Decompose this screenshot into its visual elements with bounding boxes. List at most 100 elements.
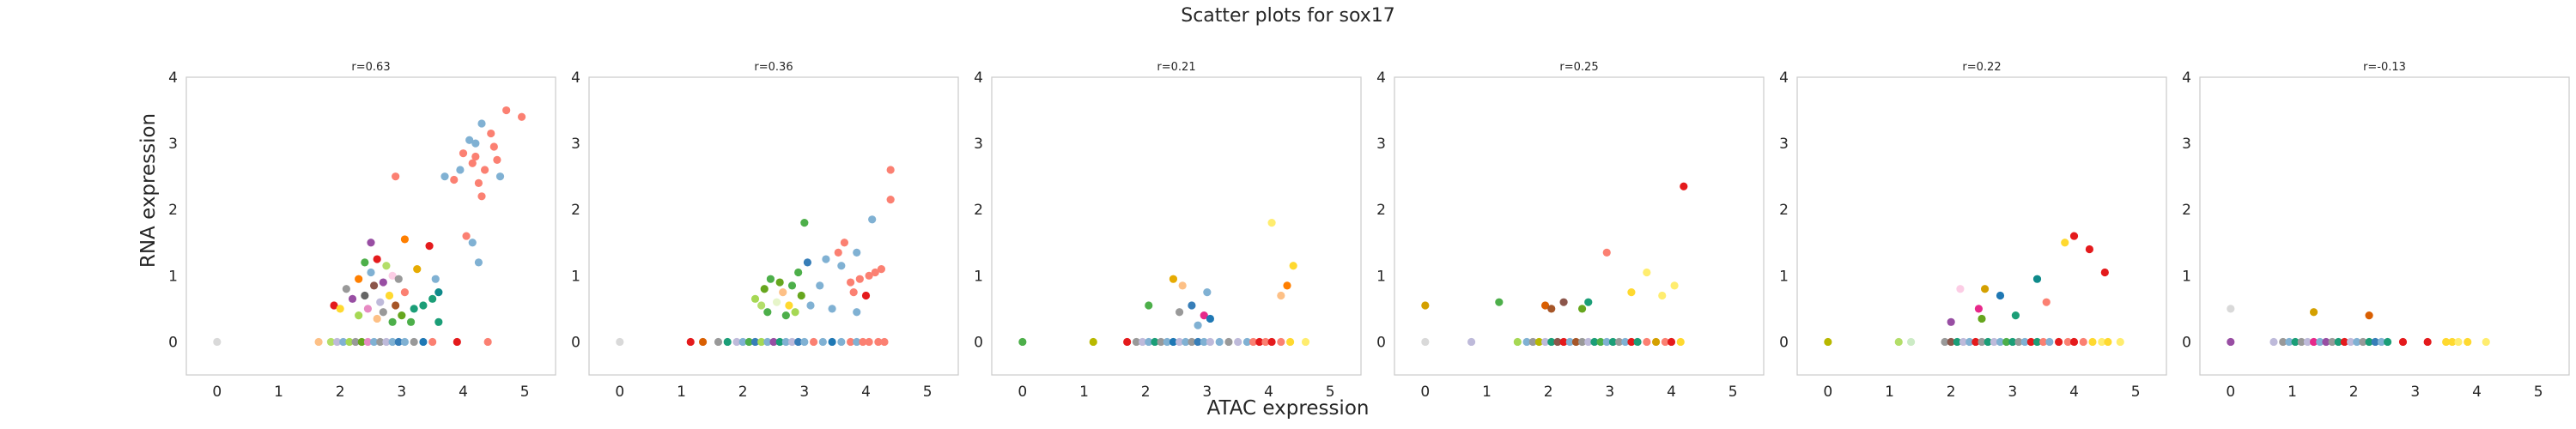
scatter-point <box>2011 311 2020 320</box>
scatter-point <box>757 301 766 310</box>
scatter-point <box>2334 337 2342 347</box>
scatter-point <box>369 281 379 290</box>
plot-area <box>1796 76 2167 376</box>
scatter-point <box>2014 337 2023 347</box>
scatter-point <box>388 317 397 326</box>
x-tick-label: 3 <box>1605 384 1614 401</box>
scatter-point <box>2398 337 2408 347</box>
y-tick-label: 3 <box>1376 136 1386 153</box>
scatter-point <box>1283 281 1291 290</box>
scatter-point <box>763 337 772 347</box>
scatter-point <box>1200 337 1208 347</box>
y-tick-label: 3 <box>168 136 178 153</box>
figure-xlabel: ATAC expression <box>1207 397 1370 420</box>
scatter-point <box>2054 337 2063 347</box>
scatter-point <box>834 248 842 257</box>
scatter-point <box>367 268 375 277</box>
scatter-point <box>2423 337 2432 347</box>
scatter-point <box>616 337 624 347</box>
scatter-point <box>487 129 495 138</box>
scatter-point <box>698 337 708 347</box>
scatter-point <box>1018 337 1027 347</box>
scatter-point <box>1289 262 1297 270</box>
scatter-point <box>2309 308 2318 317</box>
scatter-point <box>2359 337 2367 347</box>
scatter-point <box>1547 305 1556 313</box>
scatter-point <box>2353 337 2361 347</box>
scatter-point <box>785 301 793 310</box>
scatter-point <box>2322 337 2330 347</box>
scatter-point <box>2227 337 2235 347</box>
plot-area <box>185 76 556 376</box>
scatter-point <box>2448 337 2457 347</box>
figure-title: Scatter plots for sox17 <box>1181 5 1395 27</box>
scatter-point <box>1194 321 1202 329</box>
scatter-point <box>1559 298 1568 306</box>
scatter-point <box>410 337 418 347</box>
scatter-point <box>1990 337 1998 347</box>
y-tick-label: 0 <box>2182 334 2191 351</box>
scatter-point <box>1200 311 1208 320</box>
subplot-title: r=-0.13 <box>2363 61 2406 74</box>
scatter-point <box>502 106 511 115</box>
scatter-point <box>434 317 443 326</box>
scatter-point <box>1522 337 1531 347</box>
scatter-point <box>477 192 486 201</box>
scatter-point <box>495 172 505 181</box>
scatter-point <box>865 271 873 280</box>
scatter-point <box>1188 337 1196 347</box>
scatter-point <box>874 337 883 347</box>
x-tick-label: 1 <box>274 384 283 401</box>
scatter-point <box>357 337 366 347</box>
y-tick-label: 0 <box>1779 334 1789 351</box>
scatter-point <box>809 337 818 347</box>
scatter-point <box>428 294 437 303</box>
y-tick-label: 3 <box>974 136 983 153</box>
scatter-point <box>797 291 805 300</box>
scatter-point <box>1661 337 1669 347</box>
y-tick-label: 3 <box>2182 136 2191 153</box>
subplot-1: r=0.63 0 1 2 3 4 5 0 1 2 3 4 <box>168 61 556 401</box>
scatter-point <box>1602 337 1611 347</box>
scatter-point <box>1285 337 1295 347</box>
scatter-point <box>2045 337 2054 347</box>
y-tick-label: 0 <box>571 334 580 351</box>
subplot-6: r=-0.13 0 1 2 3 4 5 0 1 2 3 4 <box>2182 61 2570 401</box>
scatter-point <box>394 337 403 347</box>
x-tick-label: 4 <box>1264 384 1273 401</box>
scatter-point <box>410 305 418 313</box>
scatter-point <box>1956 285 1965 293</box>
scatter-point <box>1980 285 1990 293</box>
x-tick-label: 0 <box>1018 384 1027 401</box>
scatter-point <box>1941 337 1949 347</box>
scatter-point <box>840 239 849 247</box>
scatter-point <box>376 298 385 306</box>
scatter-point <box>1249 337 1258 347</box>
scatter-point <box>1996 337 2005 347</box>
scatter-point <box>339 337 348 347</box>
scatter-point <box>1421 337 1430 347</box>
scatter-point <box>1175 337 1184 347</box>
scatter-point <box>468 239 477 247</box>
scatter-point <box>2279 337 2287 347</box>
scatter-point <box>1978 314 1986 323</box>
scatter-point <box>392 172 400 181</box>
x-tick-label: 4 <box>1667 384 1676 401</box>
scatter-point <box>456 166 465 174</box>
scatter-point <box>382 337 391 347</box>
scatter-point <box>828 337 836 347</box>
subplot-title: r=0.21 <box>1157 61 1195 74</box>
scatter-point <box>471 139 480 148</box>
y-tick-label: 2 <box>1376 202 1386 219</box>
scatter-point <box>787 337 797 347</box>
scatter-point <box>2464 337 2472 347</box>
scatter-point <box>781 311 790 320</box>
scatter-point <box>394 275 403 283</box>
scatter-point <box>400 337 410 347</box>
scatter-point <box>1151 337 1159 347</box>
scatter-point <box>1169 337 1178 347</box>
x-tick-label: 5 <box>1728 384 1738 401</box>
subplot-title: r=0.63 <box>351 61 390 74</box>
x-tick-label: 2 <box>336 384 345 401</box>
